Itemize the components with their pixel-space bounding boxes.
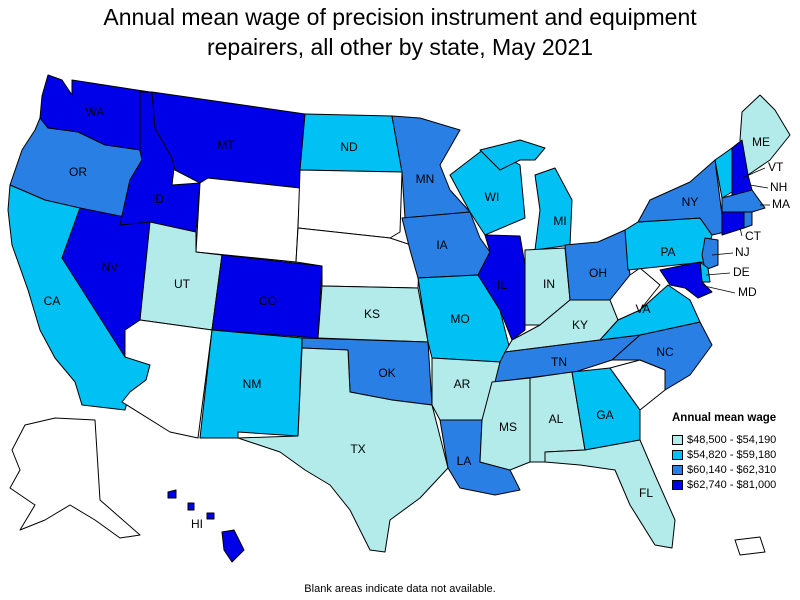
- map-title-line-1: Annual mean wage of precision instrument…: [103, 4, 697, 30]
- legend-label: $48,500 - $54,190: [687, 433, 777, 446]
- state-label-in: IN: [543, 277, 555, 291]
- legend-swatch: [672, 434, 683, 445]
- state-sd[interactable]: [297, 169, 403, 239]
- state-label-ny: NY: [682, 195, 699, 209]
- map-title-line-2: repairers, all other by state, May 2021: [206, 34, 594, 60]
- state-label-ga: GA: [596, 408, 613, 422]
- state-mn[interactable]: [391, 115, 471, 219]
- state-az[interactable]: [121, 319, 213, 439]
- state-label-mt: MT: [217, 138, 235, 152]
- state-label-ia: IA: [436, 238, 447, 252]
- state-label-de: DE: [733, 265, 750, 279]
- state-label-ca: CA: [44, 294, 61, 308]
- state-label-nv: NV: [102, 260, 119, 274]
- legend-label: $60,140 - $62,310: [687, 463, 777, 476]
- legend-row: $62,740 - $81,000: [672, 477, 800, 492]
- map-title: Annual mean wage of precision instrument…: [0, 2, 800, 62]
- legend-row: $48,500 - $54,190: [672, 432, 800, 447]
- legend-label: $62,740 - $81,000: [687, 478, 777, 491]
- state-tx[interactable]: [237, 347, 449, 553]
- state-fl[interactable]: [544, 439, 676, 549]
- state-wv[interactable]: [609, 267, 661, 321]
- state-label-nh: NH: [770, 180, 787, 194]
- state-label-mi: MI: [553, 214, 566, 228]
- state-label-mn: MN: [416, 172, 435, 186]
- state-label-ks: KS: [364, 307, 380, 321]
- state-md[interactable]: [659, 261, 713, 299]
- state-label-pa: PA: [660, 245, 675, 259]
- state-ga[interactable]: [571, 367, 641, 451]
- state-nh[interactable]: [731, 139, 753, 199]
- state-label-hi: HI: [191, 517, 203, 531]
- legend-row: $60,140 - $62,310: [672, 462, 800, 477]
- state-label-al: AL: [549, 412, 564, 426]
- state-label-fl: FL: [639, 486, 653, 500]
- state-label-tx: TX: [350, 442, 365, 456]
- state-label-or: OR: [69, 165, 87, 179]
- state-label-la: LA: [457, 454, 472, 468]
- state-label-nd: ND: [340, 140, 358, 154]
- legend-title: Annual mean wage: [672, 412, 777, 424]
- state-label-vt: VT: [768, 160, 784, 174]
- legend: Annual mean wage $48,500 - $54,190 $54,8…: [672, 412, 800, 492]
- state-label-id: ID: [152, 192, 164, 206]
- state-label-tn: TN: [551, 355, 567, 369]
- legend-row: $54,820 - $59,180: [672, 447, 800, 462]
- state-label-ky: KY: [572, 318, 588, 332]
- state-label-oh: OH: [589, 266, 607, 280]
- state-label-wi: WI: [485, 190, 500, 204]
- legend-label: $54,820 - $59,180: [687, 448, 777, 461]
- state-label-ut: UT: [174, 277, 191, 291]
- state-pr[interactable]: [734, 536, 766, 556]
- state-ak[interactable]: [9, 417, 141, 539]
- state-label-nc: NC: [656, 345, 674, 359]
- state-label-me: ME: [752, 135, 770, 149]
- state-va[interactable]: [599, 284, 701, 341]
- state-labels: WA OR CA NV ID MT UT CO NM ND KS OK TX MN IA MO AR LA WI IL…: [44, 105, 790, 531]
- state-label-va: VA: [635, 302, 650, 316]
- footnote: Blank areas indicate data not available.: [304, 583, 496, 595]
- state-label-md: MD: [738, 285, 757, 299]
- leader-lines: [699, 167, 770, 294]
- legend-swatch: [672, 464, 683, 475]
- state-nj[interactable]: [701, 237, 719, 271]
- state-label-nm: NM: [243, 377, 262, 391]
- state-label-il: IL: [497, 278, 507, 292]
- state-label-ar: AR: [454, 377, 471, 391]
- state-ma[interactable]: [721, 189, 766, 213]
- state-label-ma: MA: [772, 197, 790, 211]
- state-wy[interactable]: [195, 177, 301, 263]
- legend-swatch: [672, 479, 683, 490]
- legend-swatch: [672, 449, 683, 460]
- state-label-ok: OK: [378, 366, 395, 380]
- state-label-ms: MS: [499, 420, 517, 434]
- state-label-wa: WA: [86, 105, 105, 119]
- state-label-mo: MO: [450, 312, 469, 326]
- state-label-ct: CT: [745, 229, 762, 243]
- state-label-nj: NJ: [735, 245, 750, 259]
- state-label-co: CO: [259, 294, 277, 308]
- state-hi[interactable]: [167, 489, 245, 563]
- state-ri[interactable]: [743, 211, 753, 229]
